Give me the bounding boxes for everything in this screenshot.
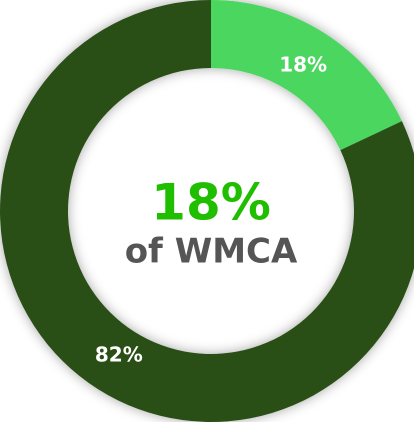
- data-label: 18%: [279, 52, 327, 76]
- donut-segment: [211, 0, 402, 151]
- data-label: 82%: [95, 343, 143, 367]
- center-sublabel: of WMCA: [125, 232, 298, 272]
- center-value: 18%: [151, 174, 271, 232]
